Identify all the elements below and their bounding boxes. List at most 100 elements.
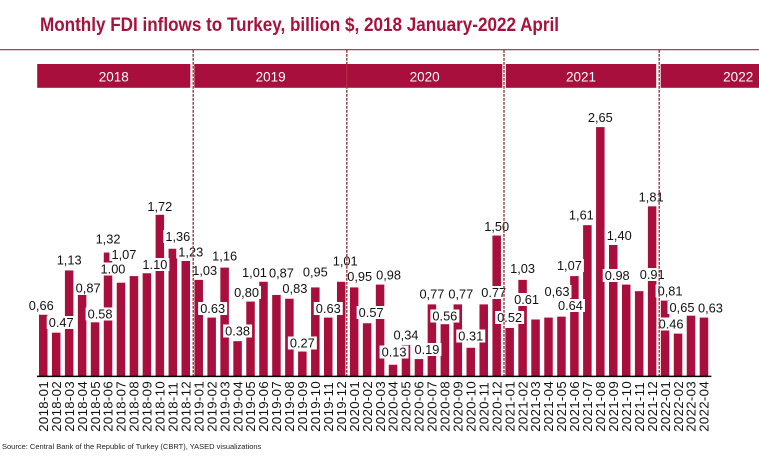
svg-text:2021-09: 2021-09 <box>606 381 621 432</box>
svg-text:2018-08: 2018-08 <box>127 381 142 432</box>
svg-text:2019-09: 2019-09 <box>295 381 310 432</box>
svg-text:2018-10: 2018-10 <box>153 381 168 432</box>
svg-text:0.63: 0.63 <box>200 301 225 316</box>
svg-text:2020-10: 2020-10 <box>463 381 478 432</box>
svg-text:1,01: 1,01 <box>333 254 358 269</box>
svg-text:2018-06: 2018-06 <box>101 381 116 432</box>
svg-text:2018-03: 2018-03 <box>62 381 77 432</box>
svg-text:1.00: 1.00 <box>101 262 126 277</box>
svg-text:0,87: 0,87 <box>269 266 294 281</box>
svg-text:2020: 2020 <box>410 69 440 84</box>
svg-text:2018-11: 2018-11 <box>166 382 181 432</box>
svg-text:0.27: 0.27 <box>290 336 315 351</box>
svg-text:0.98: 0.98 <box>605 268 630 283</box>
svg-text:0.77: 0.77 <box>481 285 506 300</box>
svg-text:1,07: 1,07 <box>111 247 136 262</box>
svg-text:2019-08: 2019-08 <box>282 381 297 432</box>
svg-text:2022: 2022 <box>723 69 753 84</box>
svg-text:1,16: 1,16 <box>212 249 237 264</box>
svg-text:1,03: 1,03 <box>510 261 535 276</box>
svg-text:2018: 2018 <box>99 69 129 84</box>
svg-text:2021-11: 2021-11 <box>632 382 647 432</box>
svg-text:1,01: 1,01 <box>242 265 267 280</box>
svg-text:2018-09: 2018-09 <box>140 381 155 432</box>
svg-text:0.38: 0.38 <box>225 324 250 339</box>
svg-text:0,95: 0,95 <box>303 265 328 280</box>
svg-text:2022-02: 2022-02 <box>671 381 686 432</box>
svg-text:0,98: 0,98 <box>376 268 401 283</box>
svg-text:2020-12: 2020-12 <box>489 381 504 432</box>
svg-text:0,95: 0,95 <box>347 269 372 284</box>
svg-text:0,63: 0,63 <box>698 301 723 316</box>
svg-text:2020-11: 2020-11 <box>476 382 491 432</box>
svg-text:Monthly FDI inflows to Turkey,: Monthly FDI inflows to Turkey, billion $… <box>40 15 559 36</box>
svg-text:0.46: 0.46 <box>659 317 684 332</box>
svg-text:2020-02: 2020-02 <box>360 381 375 432</box>
svg-text:0.13: 0.13 <box>382 345 407 360</box>
svg-text:2019-02: 2019-02 <box>204 381 219 432</box>
svg-text:2019-03: 2019-03 <box>217 381 232 432</box>
svg-text:0,83: 0,83 <box>282 281 307 296</box>
svg-text:1,32: 1,32 <box>96 232 121 247</box>
svg-text:0.31: 0.31 <box>458 329 483 344</box>
svg-text:2021-06: 2021-06 <box>567 381 582 432</box>
svg-text:2021-03: 2021-03 <box>528 381 543 432</box>
svg-text:1,61: 1,61 <box>569 208 594 223</box>
svg-text:1,23: 1,23 <box>178 245 203 260</box>
svg-text:2018-04: 2018-04 <box>75 381 90 432</box>
svg-text:2021: 2021 <box>566 69 596 84</box>
svg-text:1,40: 1,40 <box>607 228 632 243</box>
svg-text:0,63: 0,63 <box>545 284 570 299</box>
svg-text:0,80: 0,80 <box>234 285 259 300</box>
svg-text:2020-05: 2020-05 <box>399 381 414 432</box>
svg-text:0.57: 0.57 <box>359 305 384 320</box>
svg-text:2021-12: 2021-12 <box>645 381 660 432</box>
svg-text:0,87: 0,87 <box>76 281 101 296</box>
svg-text:1.10: 1.10 <box>142 257 167 272</box>
svg-text:1,07: 1,07 <box>557 258 582 273</box>
svg-text:2019-12: 2019-12 <box>334 381 349 432</box>
svg-text:1,13: 1,13 <box>57 253 82 268</box>
svg-text:2021-02: 2021-02 <box>515 381 530 432</box>
svg-text:2021-07: 2021-07 <box>580 381 595 432</box>
svg-text:0,66: 0,66 <box>29 298 54 313</box>
svg-text:0.61: 0.61 <box>514 292 539 307</box>
svg-text:0,65: 0,65 <box>670 300 695 315</box>
svg-text:2019-07: 2019-07 <box>269 381 284 432</box>
svg-text:1,81: 1,81 <box>639 190 664 205</box>
svg-text:2022-01: 2022-01 <box>658 381 673 432</box>
svg-text:0,81: 0,81 <box>658 284 683 299</box>
svg-text:2019-10: 2019-10 <box>308 381 323 432</box>
svg-text:2018-12: 2018-12 <box>178 381 193 432</box>
svg-text:2020-04: 2020-04 <box>386 381 401 432</box>
svg-text:2018-05: 2018-05 <box>88 381 103 432</box>
svg-text:2018-02: 2018-02 <box>49 381 64 432</box>
svg-text:2022-03: 2022-03 <box>684 381 699 432</box>
svg-text:2019-01: 2019-01 <box>191 381 206 432</box>
svg-text:2020-07: 2020-07 <box>425 381 440 432</box>
svg-text:1,36: 1,36 <box>165 229 190 244</box>
svg-text:2021-01: 2021-01 <box>502 381 517 432</box>
svg-text:0.56: 0.56 <box>432 309 457 324</box>
svg-text:0.19: 0.19 <box>414 342 439 357</box>
svg-text:2020-09: 2020-09 <box>451 381 466 432</box>
svg-text:0,77: 0,77 <box>419 287 444 302</box>
svg-text:2021-04: 2021-04 <box>541 381 556 432</box>
svg-text:0.58: 0.58 <box>88 307 113 322</box>
svg-text:0.52: 0.52 <box>497 310 522 325</box>
svg-text:Source: Central Bank of the Re: Source: Central Bank of the Republic of … <box>2 442 262 451</box>
svg-text:0,34: 0,34 <box>394 328 419 343</box>
svg-text:2022-04: 2022-04 <box>697 381 712 432</box>
svg-text:0.47: 0.47 <box>49 315 74 330</box>
svg-text:2019: 2019 <box>256 69 286 84</box>
svg-text:2018-01: 2018-01 <box>36 381 51 432</box>
svg-text:2020-01: 2020-01 <box>347 381 362 432</box>
svg-text:0,77: 0,77 <box>448 287 473 302</box>
svg-text:2020-08: 2020-08 <box>438 381 453 432</box>
svg-text:1,03: 1,03 <box>192 263 217 278</box>
svg-text:0.64: 0.64 <box>558 298 583 313</box>
svg-text:2018-07: 2018-07 <box>114 381 129 432</box>
svg-text:1,50: 1,50 <box>484 219 509 234</box>
svg-text:2021-10: 2021-10 <box>619 381 634 432</box>
svg-text:2020-03: 2020-03 <box>373 381 388 432</box>
